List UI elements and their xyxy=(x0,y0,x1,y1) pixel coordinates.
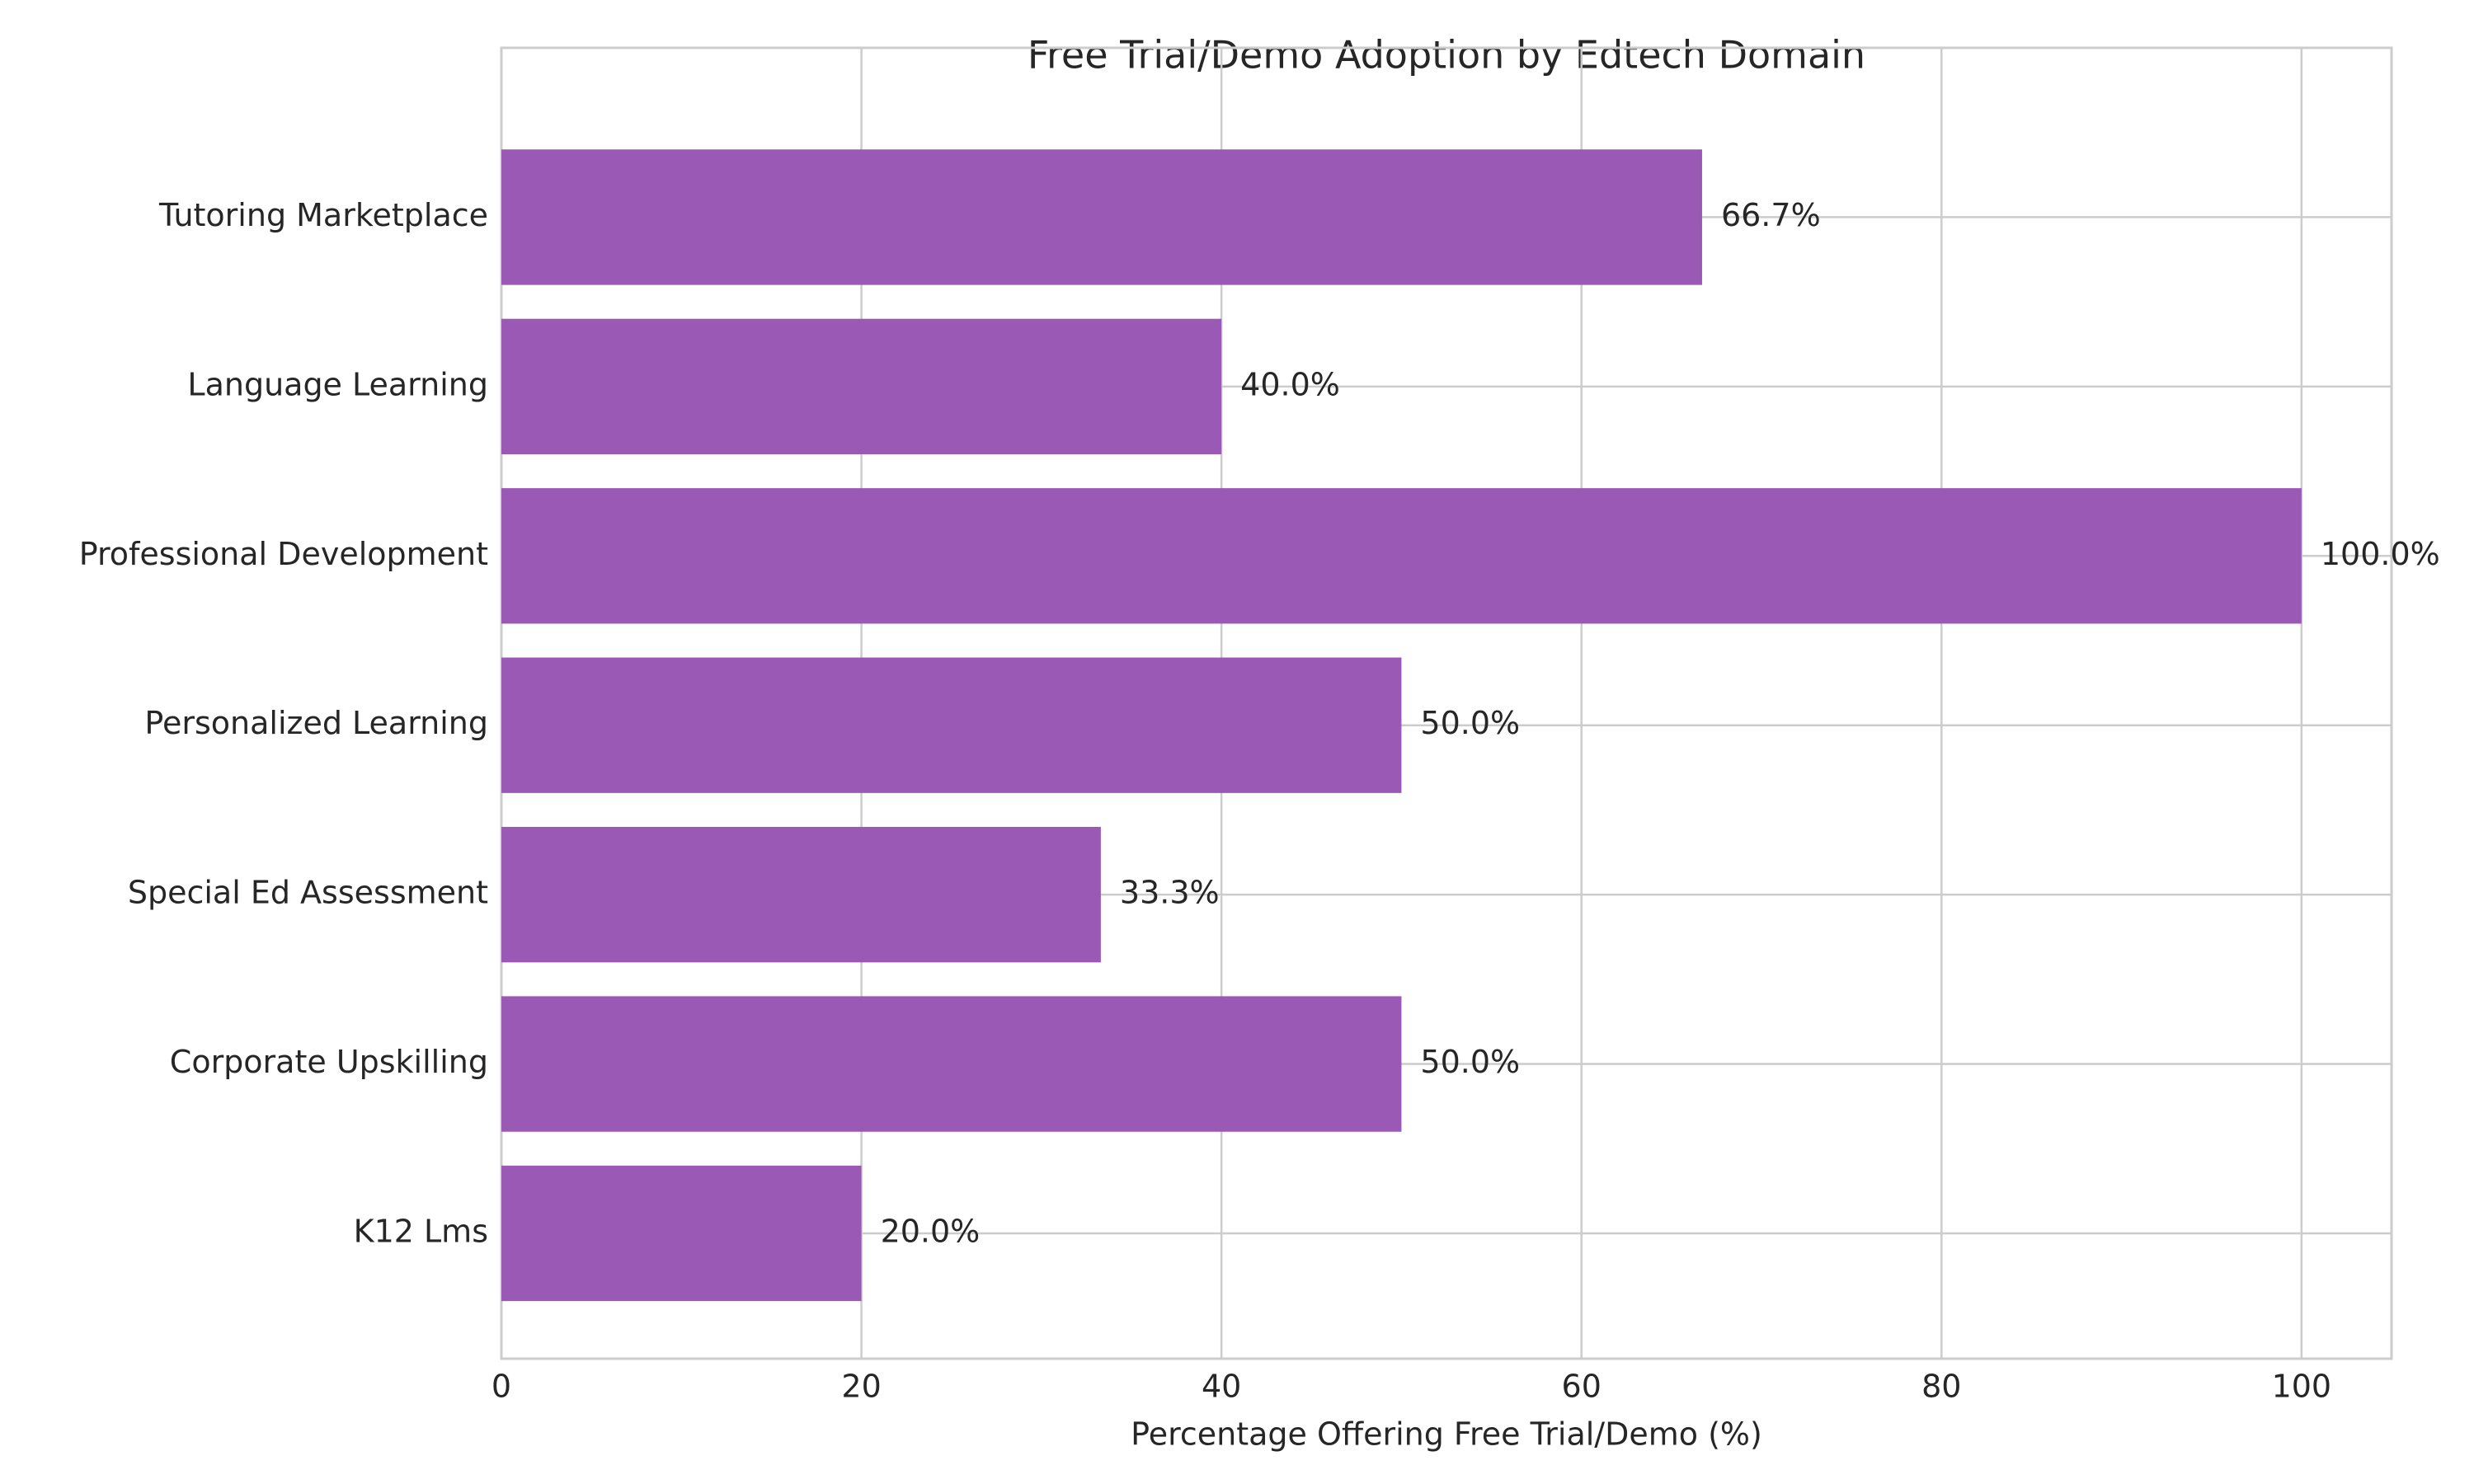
bar xyxy=(501,826,1101,963)
value-label: 50.0% xyxy=(1420,1044,1520,1080)
y-tick-label: Tutoring Marketplace xyxy=(158,197,488,233)
bar xyxy=(501,149,1702,285)
value-label: 33.3% xyxy=(1120,875,1220,911)
y-tick-label: Corporate Upskilling xyxy=(170,1044,488,1080)
y-tick-label: Language Learning xyxy=(187,366,488,402)
y-tick-label: K12 Lms xyxy=(354,1213,488,1249)
y-tick-label: Personalized Learning xyxy=(144,705,488,741)
value-label: 20.0% xyxy=(881,1213,981,1249)
x-tick-label: 20 xyxy=(841,1369,881,1405)
bar xyxy=(501,657,1402,793)
y-tick-label: Professional Development xyxy=(79,536,488,572)
value-label: 40.0% xyxy=(1240,366,1340,402)
bar xyxy=(501,1165,862,1302)
value-label: 66.7% xyxy=(1721,197,1821,233)
x-tick-label: 80 xyxy=(1921,1369,1961,1405)
value-label: 50.0% xyxy=(1420,705,1520,741)
bar xyxy=(501,996,1402,1132)
x-tick-label: 40 xyxy=(1202,1369,1241,1405)
x-axis-label: Percentage Offering Free Trial/Demo (%) xyxy=(1131,1416,1762,1453)
chart-title: Free Trial/Demo Adoption by Edtech Domai… xyxy=(1028,33,1865,77)
x-tick-label: 60 xyxy=(1562,1369,1602,1405)
bar xyxy=(501,318,1222,455)
x-tick-label: 0 xyxy=(492,1369,511,1405)
x-tick-label: 100 xyxy=(2272,1369,2332,1405)
value-label: 100.0% xyxy=(2321,536,2440,572)
y-tick-label: Special Ed Assessment xyxy=(128,875,488,911)
bar xyxy=(501,488,2302,624)
